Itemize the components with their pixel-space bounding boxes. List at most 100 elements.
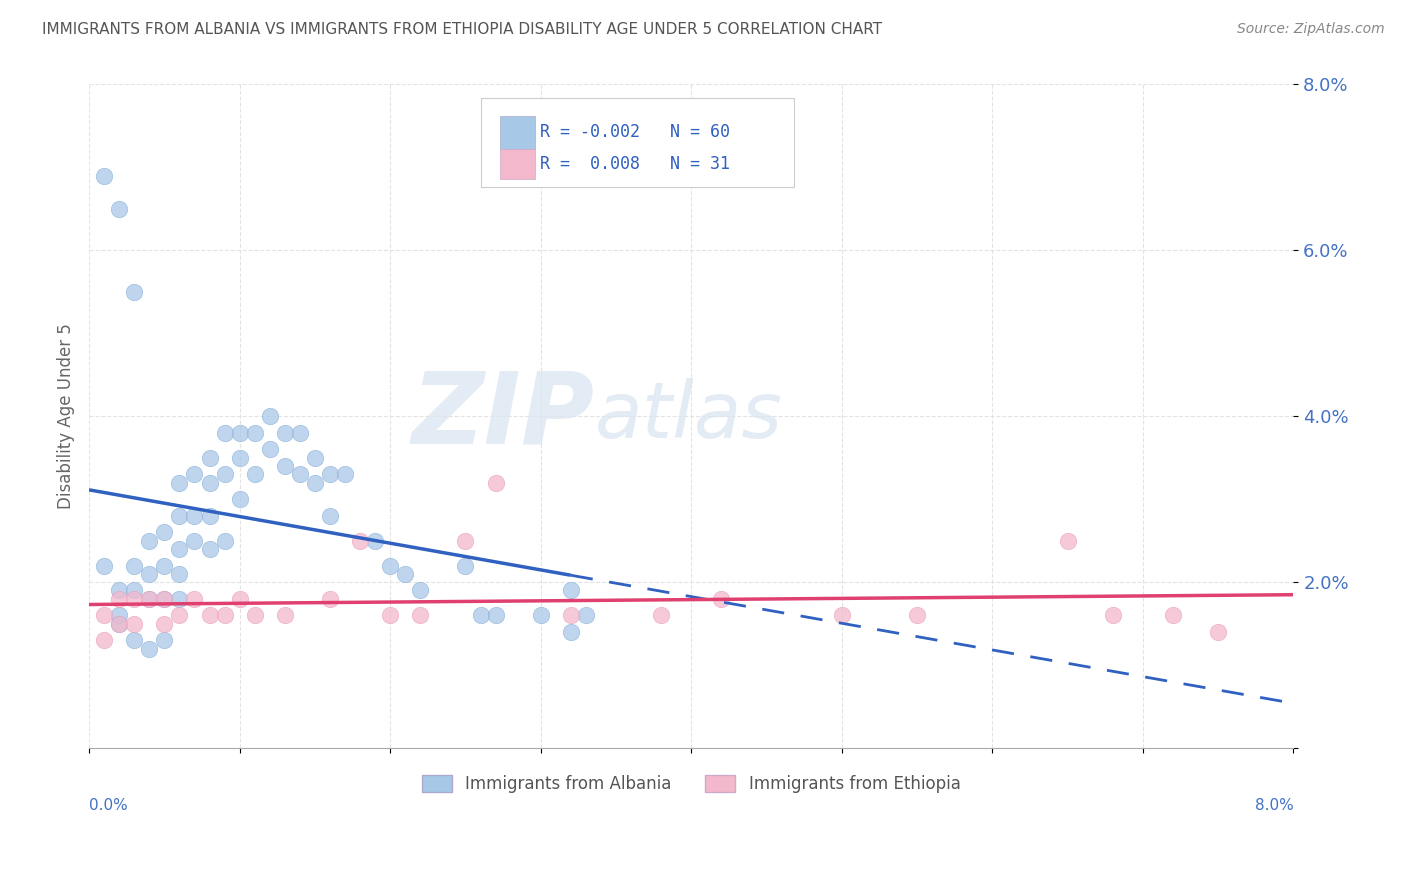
Text: 8.0%: 8.0%	[1254, 797, 1294, 813]
Point	[905, 608, 928, 623]
Point	[530, 608, 553, 623]
FancyBboxPatch shape	[499, 116, 534, 149]
Point	[122, 616, 145, 631]
Point	[138, 641, 160, 656]
Point	[259, 442, 281, 457]
Point	[831, 608, 853, 623]
Point	[228, 425, 250, 440]
Point	[650, 608, 672, 623]
Point	[560, 583, 582, 598]
Point	[214, 533, 236, 548]
Point	[304, 475, 326, 490]
Text: ZIP: ZIP	[412, 368, 595, 465]
Point	[183, 467, 205, 482]
Point	[710, 591, 733, 606]
Point	[454, 533, 477, 548]
Text: Source: ZipAtlas.com: Source: ZipAtlas.com	[1237, 22, 1385, 37]
Point	[169, 541, 191, 556]
Point	[214, 425, 236, 440]
Point	[1056, 533, 1078, 548]
Point	[198, 608, 221, 623]
Point	[274, 425, 297, 440]
FancyBboxPatch shape	[499, 150, 534, 178]
Point	[169, 508, 191, 523]
Point	[333, 467, 356, 482]
Point	[93, 633, 115, 648]
Point	[409, 608, 432, 623]
Point	[153, 616, 176, 631]
Point	[138, 591, 160, 606]
Point	[169, 608, 191, 623]
Point	[243, 425, 266, 440]
Point	[560, 624, 582, 639]
Point	[409, 583, 432, 598]
Point	[169, 591, 191, 606]
Point	[484, 608, 506, 623]
Point	[380, 558, 402, 573]
FancyBboxPatch shape	[481, 98, 793, 187]
Point	[380, 608, 402, 623]
Point	[122, 591, 145, 606]
Point	[198, 541, 221, 556]
Point	[122, 285, 145, 299]
Point	[274, 608, 297, 623]
Point	[108, 583, 131, 598]
Point	[349, 533, 371, 548]
Text: R = -0.002   N = 60: R = -0.002 N = 60	[540, 123, 730, 141]
Point	[259, 409, 281, 424]
Point	[108, 616, 131, 631]
Point	[319, 591, 342, 606]
Point	[319, 467, 342, 482]
Point	[169, 566, 191, 581]
Point	[319, 508, 342, 523]
Point	[153, 633, 176, 648]
Point	[198, 475, 221, 490]
Y-axis label: Disability Age Under 5: Disability Age Under 5	[58, 323, 75, 509]
Point	[228, 450, 250, 465]
Point	[183, 508, 205, 523]
Point	[183, 591, 205, 606]
Point	[108, 616, 131, 631]
Point	[484, 475, 506, 490]
Text: R =  0.008   N = 31: R = 0.008 N = 31	[540, 155, 730, 173]
Point	[560, 608, 582, 623]
Point	[93, 169, 115, 183]
Legend: Immigrants from Albania, Immigrants from Ethiopia: Immigrants from Albania, Immigrants from…	[416, 768, 967, 799]
Point	[214, 467, 236, 482]
Point	[1101, 608, 1123, 623]
Point	[138, 533, 160, 548]
Text: atlas: atlas	[595, 378, 783, 454]
Point	[1161, 608, 1184, 623]
Point	[364, 533, 387, 548]
Point	[243, 467, 266, 482]
Point	[228, 591, 250, 606]
Point	[122, 633, 145, 648]
Point	[108, 591, 131, 606]
Point	[138, 566, 160, 581]
Point	[470, 608, 492, 623]
Point	[169, 475, 191, 490]
Point	[153, 591, 176, 606]
Point	[153, 558, 176, 573]
Point	[304, 450, 326, 465]
Point	[243, 608, 266, 623]
Point	[198, 508, 221, 523]
Point	[288, 425, 311, 440]
Point	[183, 533, 205, 548]
Point	[1206, 624, 1229, 639]
Point	[454, 558, 477, 573]
Point	[108, 202, 131, 216]
Point	[122, 583, 145, 598]
Text: 0.0%: 0.0%	[89, 797, 128, 813]
Point	[214, 608, 236, 623]
Point	[153, 591, 176, 606]
Point	[228, 492, 250, 507]
Point	[575, 608, 598, 623]
Point	[198, 450, 221, 465]
Text: IMMIGRANTS FROM ALBANIA VS IMMIGRANTS FROM ETHIOPIA DISABILITY AGE UNDER 5 CORRE: IMMIGRANTS FROM ALBANIA VS IMMIGRANTS FR…	[42, 22, 883, 37]
Point	[394, 566, 416, 581]
Point	[153, 525, 176, 540]
Point	[122, 558, 145, 573]
Point	[138, 591, 160, 606]
Point	[93, 558, 115, 573]
